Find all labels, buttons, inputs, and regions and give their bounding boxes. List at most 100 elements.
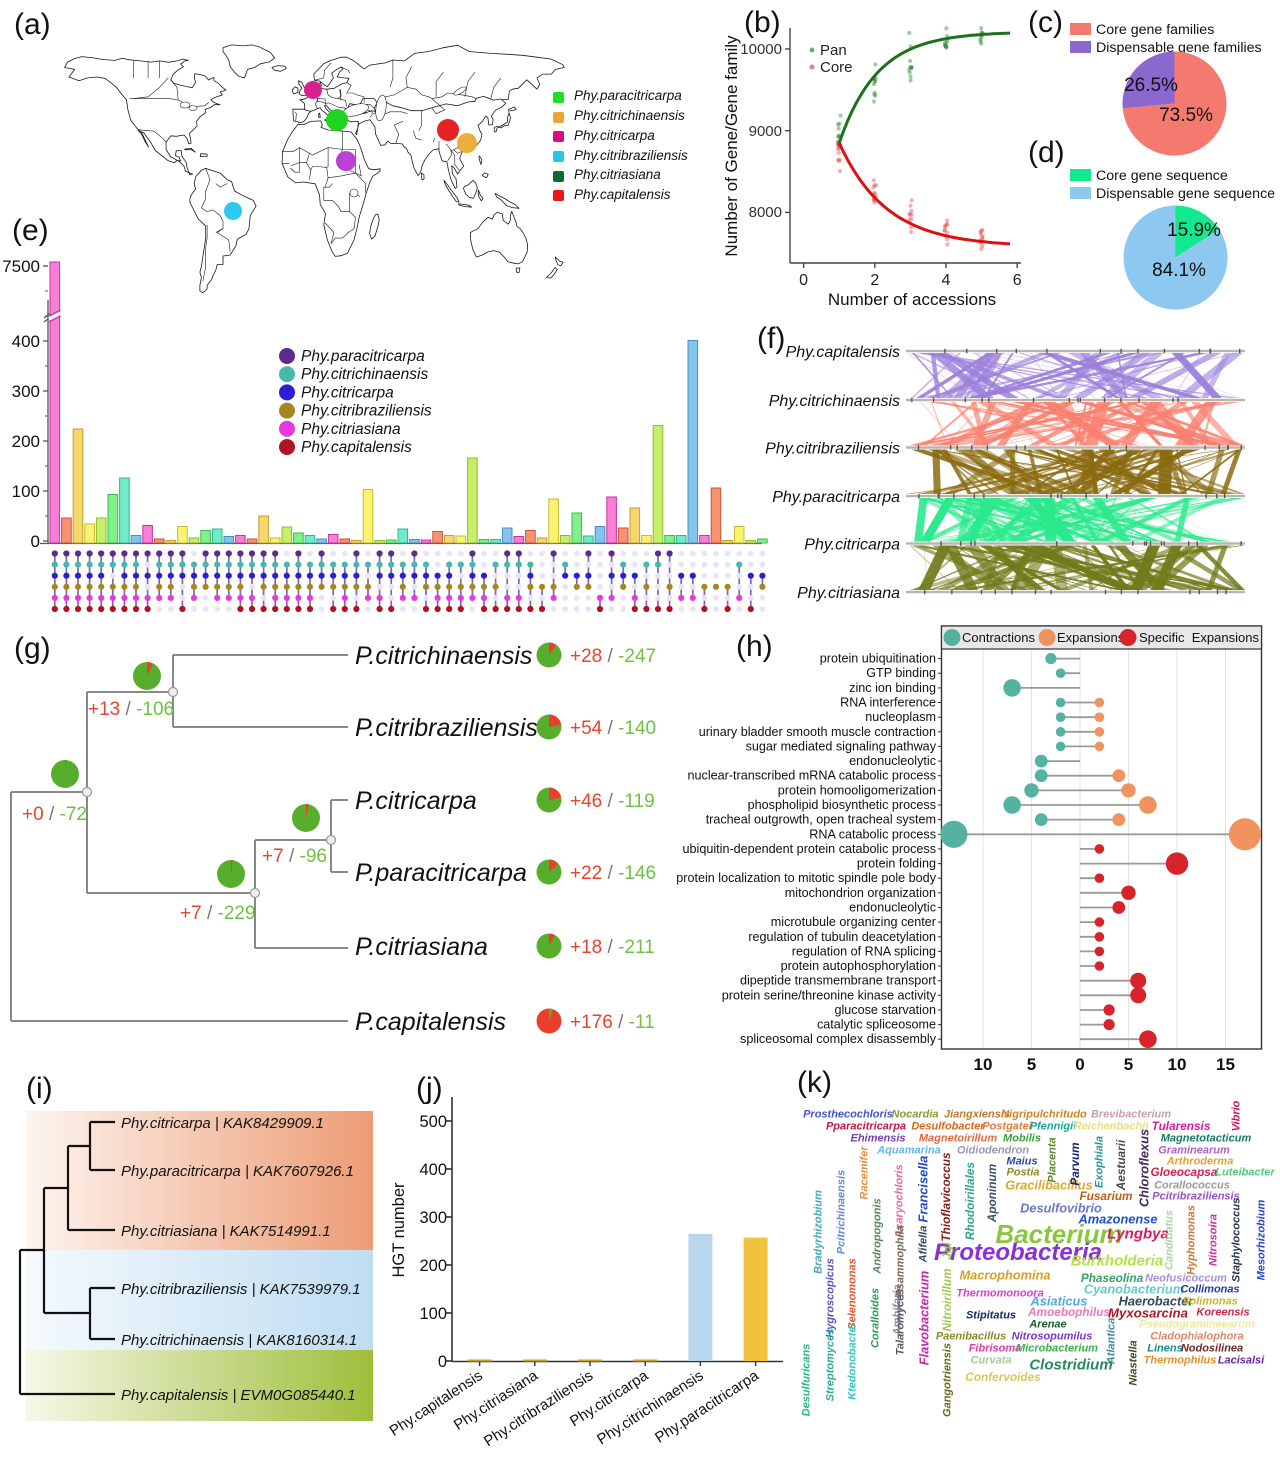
svg-text:10: 10: [1168, 1055, 1187, 1074]
svg-text:endonucleolytic: endonucleolytic: [849, 754, 936, 768]
svg-text:+54 / -140: +54 / -140: [570, 718, 656, 739]
svg-text:catalytic spliceosome: catalytic spliceosome: [817, 1018, 936, 1032]
svg-text:Phy.capitalensis | EVM0G085440: Phy.capitalensis | EVM0G085440.1: [121, 1387, 356, 1404]
svg-text:RNA catabolic process: RNA catabolic process: [809, 827, 936, 841]
svg-text:500: 500: [419, 1113, 447, 1131]
svg-text:Phy.citrichinaensis: Phy.citrichinaensis: [769, 393, 900, 410]
svg-text:Phy.citribraziliensis | KAK753: Phy.citribraziliensis | KAK7539979.1: [121, 1281, 361, 1298]
svg-text:2: 2: [870, 272, 879, 289]
svg-text:RNA interference: RNA interference: [840, 696, 936, 710]
svg-text:P.citribraziliensis: P.citribraziliensis: [355, 714, 538, 742]
svg-text:regulation of RNA splicing: regulation of RNA splicing: [792, 944, 936, 958]
svg-text:15.9%: 15.9%: [1167, 220, 1221, 241]
svg-text:100: 100: [419, 1305, 447, 1323]
svg-text:4: 4: [942, 272, 951, 289]
svg-text:protein localization to mitoti: protein localization to mitotic spindle …: [676, 871, 936, 885]
svg-text:Number of accessions: Number of accessions: [828, 290, 996, 309]
svg-text:protein autophosphorylation: protein autophosphorylation: [781, 959, 936, 973]
svg-text:regulation of tubulin deacetyl: regulation of tubulin deacetylation: [748, 930, 936, 944]
svg-text:+7 / -96: +7 / -96: [262, 846, 327, 867]
svg-text:Phy.citrichinaensis: Phy.citrichinaensis: [301, 366, 428, 383]
svg-text:Phy.citribraziliensis: Phy.citribraziliensis: [301, 403, 432, 420]
svg-text:tracheal outgrowth, open trach: tracheal outgrowth, open tracheal system: [706, 813, 936, 827]
svg-text:84.1%: 84.1%: [1152, 260, 1206, 281]
svg-text:+7 / -229: +7 / -229: [180, 903, 256, 924]
svg-text:15: 15: [1216, 1055, 1235, 1074]
svg-text:mitochondrion organization: mitochondrion organization: [785, 886, 936, 900]
svg-text:73.5%: 73.5%: [1159, 105, 1213, 126]
svg-text:zinc ion binding: zinc ion binding: [849, 681, 936, 695]
svg-text:Contractions: Contractions: [962, 630, 1035, 645]
svg-text:400: 400: [419, 1161, 447, 1179]
svg-text:dipeptide transmembrane transp: dipeptide transmembrane transport: [740, 974, 937, 988]
svg-text:9000: 9000: [749, 123, 782, 140]
svg-text:Phy.citriasiana: Phy.citriasiana: [797, 585, 900, 602]
svg-text:Phy.paracitricarpa: Phy.paracitricarpa: [652, 1367, 762, 1447]
svg-text:ubiquitin-dependent protein ca: ubiquitin-dependent protein catabolic pr…: [683, 842, 936, 856]
svg-text:8000: 8000: [749, 204, 782, 221]
svg-text:300: 300: [419, 1209, 447, 1227]
svg-text:Phy.paracitricarpa | KAK760792: Phy.paracitricarpa | KAK7607926.1: [121, 1163, 354, 1180]
svg-text:Core: Core: [820, 59, 853, 76]
svg-text:HGT number: HGT number: [390, 1182, 408, 1278]
svg-text:P.capitalensis: P.capitalensis: [355, 1008, 506, 1036]
svg-text:Phy.capitalensis: Phy.capitalensis: [387, 1367, 486, 1440]
svg-text:phospholipid biosynthetic proc: phospholipid biosynthetic process: [748, 798, 936, 812]
svg-text:100: 100: [12, 482, 40, 501]
svg-text:Phy.citricarpa | KAK8429909.1: Phy.citricarpa | KAK8429909.1: [121, 1115, 324, 1132]
svg-text:Dispensable gene sequence: Dispensable gene sequence: [1096, 186, 1275, 202]
svg-text:Phy.citricarpa: Phy.citricarpa: [804, 537, 900, 554]
svg-text:endonucleolytic: endonucleolytic: [849, 901, 936, 915]
svg-text:+13 / -106: +13 / -106: [88, 699, 174, 720]
svg-text:+0 / -72: +0 / -72: [22, 804, 87, 825]
svg-text:300: 300: [12, 382, 40, 401]
svg-text:P.citrichinaensis: P.citrichinaensis: [355, 642, 532, 670]
svg-text:0: 0: [1075, 1055, 1084, 1074]
svg-text:+28 / -247: +28 / -247: [570, 646, 656, 667]
svg-text:+46 / -119: +46 / -119: [570, 791, 655, 812]
svg-text:6: 6: [1013, 272, 1022, 289]
svg-text:P.citriasiana: P.citriasiana: [355, 933, 488, 961]
svg-text:spliceosomal complex disassemb: spliceosomal complex disassembly: [740, 1032, 937, 1046]
svg-text:urinary bladder smooth muscle: urinary bladder smooth muscle contractio…: [699, 725, 936, 739]
svg-text:Expansions: Expansions: [1057, 630, 1125, 645]
svg-text:P.paracitricarpa: P.paracitricarpa: [355, 859, 527, 887]
svg-text:Dispensable gene families: Dispensable gene families: [1096, 40, 1262, 56]
svg-text:Core gene sequence: Core gene sequence: [1096, 168, 1228, 184]
svg-text:400: 400: [12, 332, 40, 351]
svg-text:Number of Gene/Gene family: Number of Gene/Gene family: [722, 35, 741, 257]
svg-text:sugar mediated signaling pathw: sugar mediated signaling pathway: [746, 739, 937, 753]
svg-text:Phy.citribraziliensis: Phy.citribraziliensis: [765, 441, 900, 458]
svg-text:glucose starvation: glucose starvation: [834, 1003, 936, 1017]
svg-text:nucleoplasm: nucleoplasm: [865, 710, 936, 724]
svg-text:200: 200: [419, 1257, 447, 1275]
svg-text:Phy.citriasiana | KAK7514991.1: Phy.citriasiana | KAK7514991.1: [121, 1223, 331, 1240]
svg-text:0: 0: [799, 272, 808, 289]
svg-text:Phy.capitalensis: Phy.capitalensis: [301, 439, 412, 456]
svg-text:Specific Expansions: Specific Expansions: [1139, 630, 1259, 645]
svg-text:GTP binding: GTP binding: [866, 666, 936, 680]
svg-text:0: 0: [438, 1353, 447, 1371]
svg-text:200: 200: [12, 432, 40, 451]
svg-text:Phy.paracitricarpa: Phy.paracitricarpa: [772, 489, 900, 506]
svg-text:Phy.citriasiana: Phy.citriasiana: [301, 421, 401, 438]
svg-text:+176 / -11: +176 / -11: [570, 1012, 655, 1033]
svg-text:Phy.citricarpa: Phy.citricarpa: [301, 384, 394, 401]
svg-text:0: 0: [31, 532, 40, 551]
svg-text:Core gene families: Core gene families: [1096, 22, 1214, 38]
svg-text:Pan: Pan: [820, 42, 847, 59]
svg-text:microtubule organizing center: microtubule organizing center: [771, 915, 936, 929]
svg-text:protein ubiquitination: protein ubiquitination: [820, 652, 936, 666]
svg-text:Phy.capitalensis: Phy.capitalensis: [786, 344, 900, 361]
svg-text:5: 5: [1124, 1055, 1133, 1074]
svg-text:+18 / -211: +18 / -211: [570, 937, 655, 958]
svg-text:nuclear-transcribed mRNA catab: nuclear-transcribed mRNA catabolic proce…: [688, 769, 936, 783]
svg-text:Phy.paracitricarpa: Phy.paracitricarpa: [301, 348, 425, 365]
svg-text:7500: 7500: [2, 257, 40, 276]
svg-text:5: 5: [1027, 1055, 1036, 1074]
svg-text:10000: 10000: [740, 41, 782, 58]
svg-text:Phy.citrichinaensis | KAK81603: Phy.citrichinaensis | KAK8160314.1: [121, 1332, 357, 1349]
svg-text:10: 10: [974, 1055, 993, 1074]
svg-text:protein homooligomerization: protein homooligomerization: [778, 783, 936, 797]
svg-text:protein folding: protein folding: [857, 857, 936, 871]
